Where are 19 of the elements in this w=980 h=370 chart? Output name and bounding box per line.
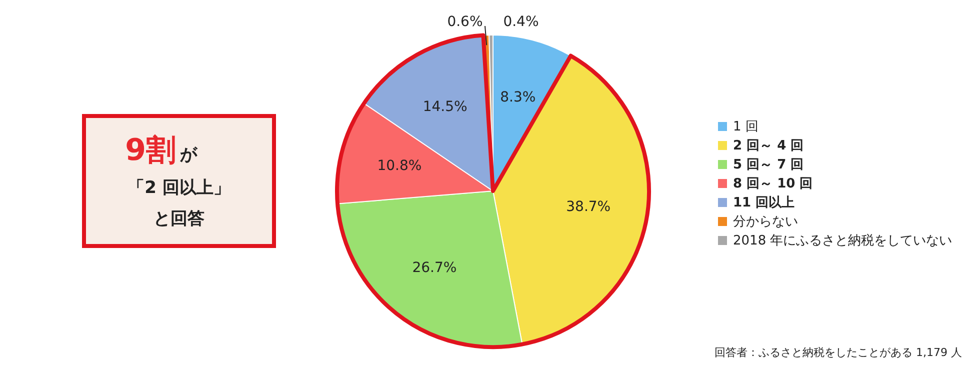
text: 9割 bbox=[125, 133, 176, 168]
text: と回答 bbox=[154, 209, 204, 229]
legend-label: 5 回～ 7 回 bbox=[733, 158, 804, 173]
data-label: 26.7% bbox=[412, 260, 457, 276]
legend-label: 8 回～ 10 回 bbox=[733, 176, 813, 192]
legend-label: 分からない bbox=[733, 214, 798, 230]
text: が bbox=[179, 145, 198, 165]
data-label: 10.8% bbox=[377, 158, 422, 174]
data-label: 38.7% bbox=[566, 198, 611, 215]
text: 回答者：ふるさと納税をしたことがある 1,179 人 bbox=[714, 346, 962, 359]
data-label: 0.6% bbox=[447, 14, 483, 30]
legend-label: 2018 年にふるさと納税をしていない bbox=[733, 234, 952, 249]
data-label: 0.4% bbox=[503, 14, 539, 30]
data-label: 14.5% bbox=[422, 98, 468, 115]
data-label: 8.3% bbox=[500, 89, 536, 106]
legend-label: 2 回～ 4 回 bbox=[733, 138, 804, 154]
legend-label: 1 回 bbox=[733, 120, 758, 135]
legend-label: 11 回以上 bbox=[733, 196, 795, 211]
text: 「2 回以上」 bbox=[128, 178, 230, 198]
